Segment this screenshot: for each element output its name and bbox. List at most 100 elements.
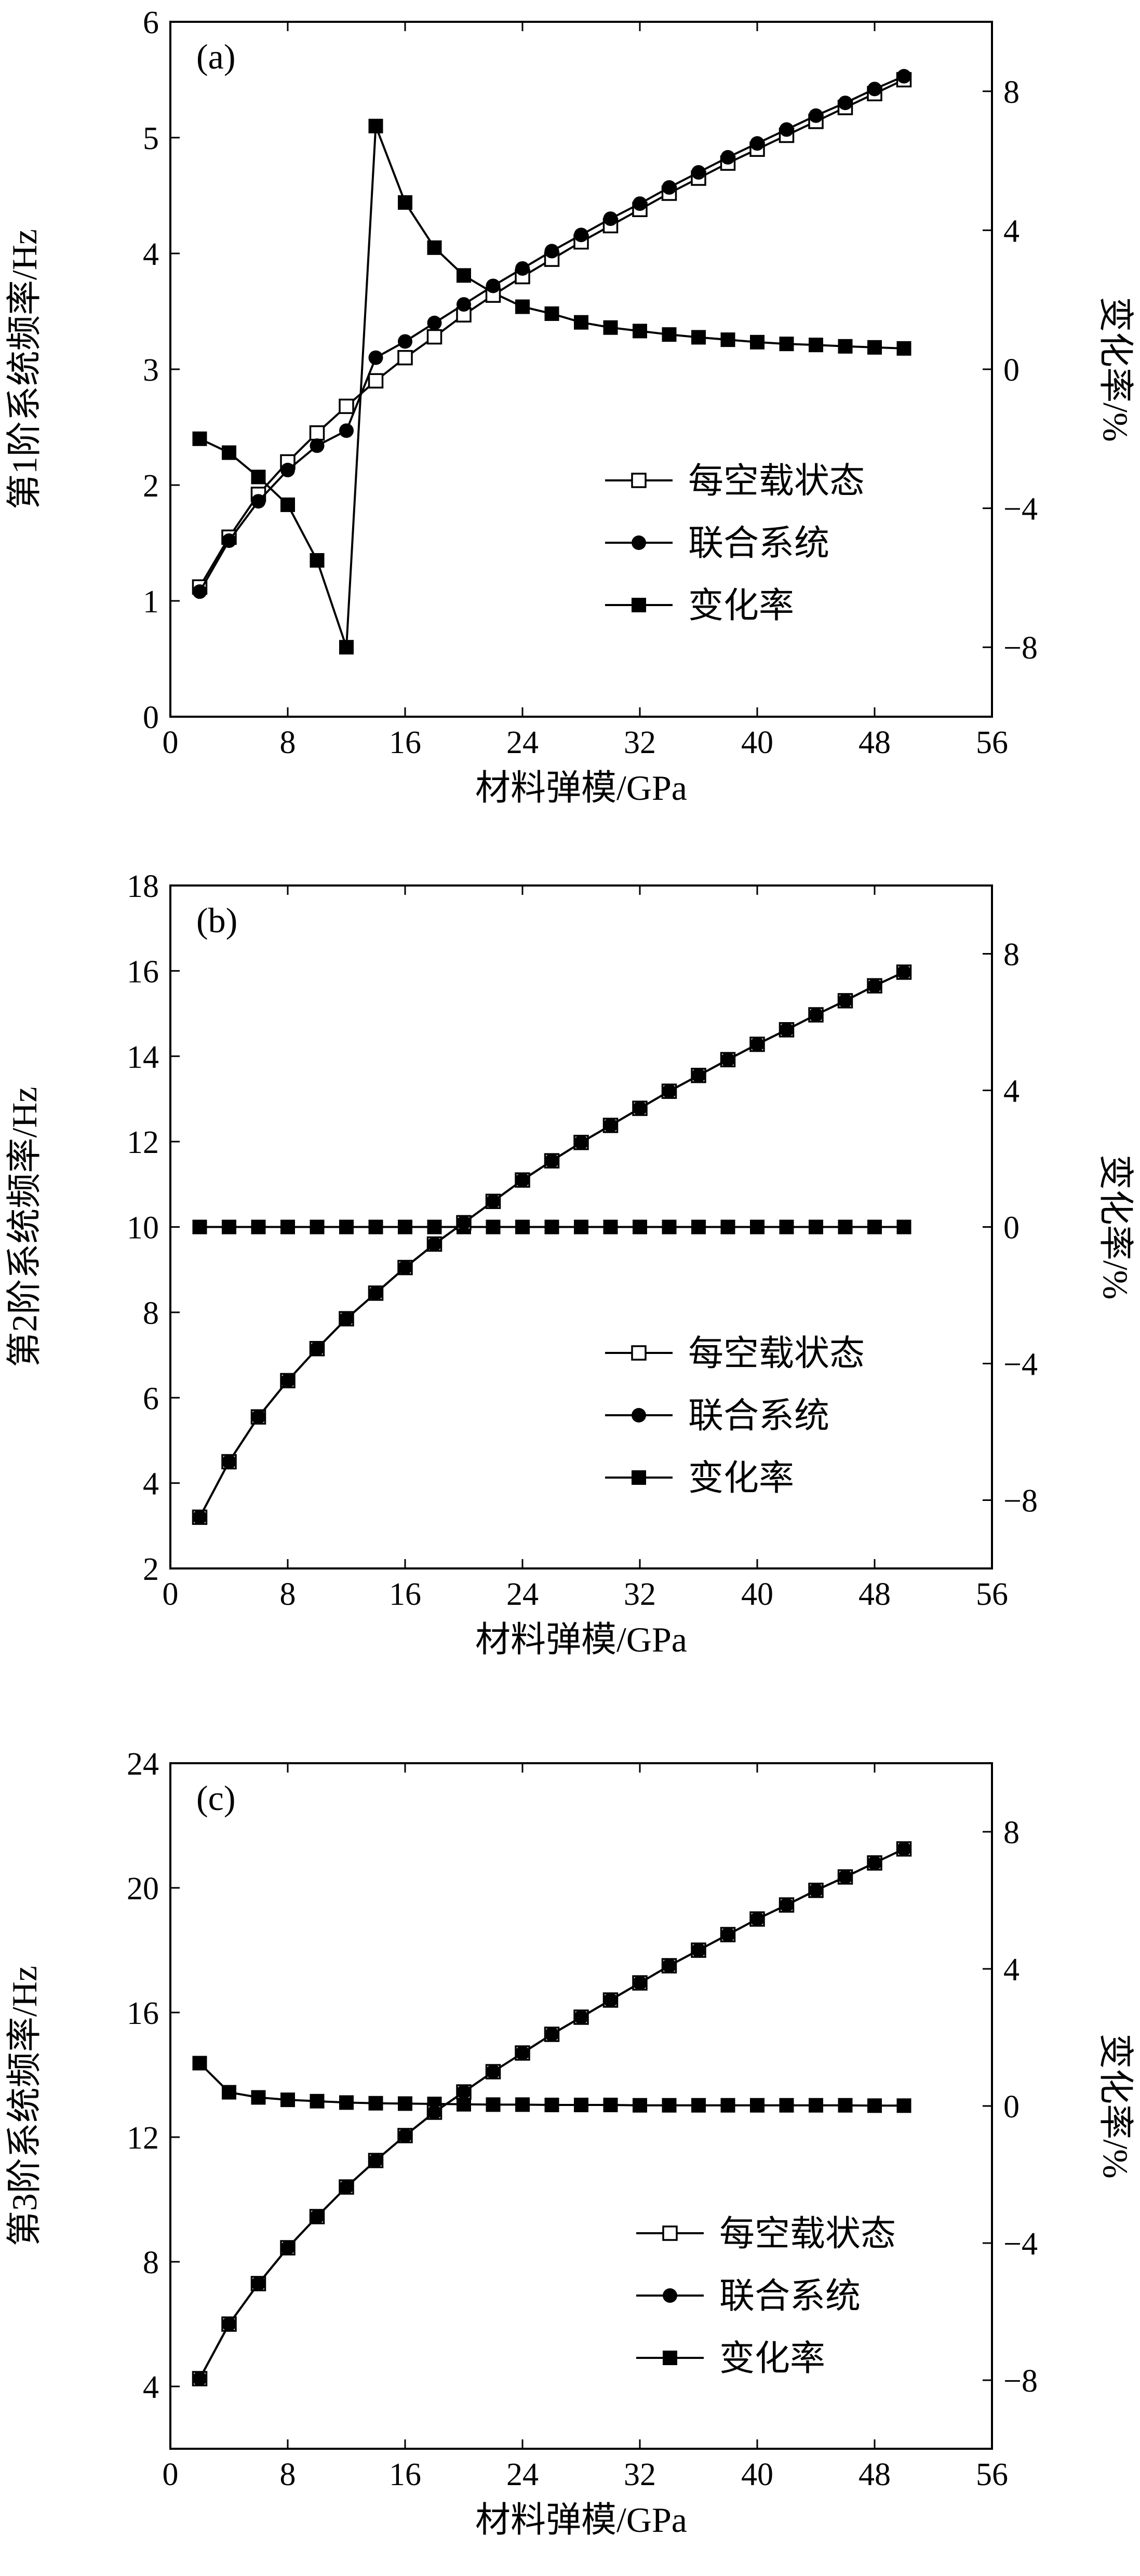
data-point-square <box>222 1219 236 1235</box>
data-point-circle <box>427 2105 442 2119</box>
legend-marker-square <box>632 598 646 612</box>
y2-tick-label: 0 <box>1003 2089 1020 2125</box>
data-point-circle <box>720 1927 735 1942</box>
series-line <box>198 75 905 593</box>
y-tick-label: 4 <box>143 2370 159 2405</box>
data-point-square <box>779 1219 794 1235</box>
data-point-square <box>720 332 735 347</box>
data-point-circle <box>368 350 383 365</box>
x-axis-label: 材料弹模/GPa <box>475 768 687 808</box>
y2-tick-label: 0 <box>1003 353 1020 388</box>
legend-label: 每空载状态 <box>688 461 865 501</box>
data-point-circle <box>750 1037 765 1052</box>
data-point-square <box>779 2098 794 2113</box>
data-point-square <box>544 2098 559 2113</box>
x-tick-label: 24 <box>506 1577 539 1612</box>
data-point-square <box>310 553 325 568</box>
legend-label: 变化率 <box>719 2339 825 2378</box>
data-point-circle <box>339 423 354 438</box>
data-point-circle <box>427 1237 442 1252</box>
series-0 <box>192 964 912 1525</box>
legend-label: 每空载状态 <box>688 1334 865 1373</box>
data-point-circle <box>867 82 882 97</box>
data-point-circle <box>251 1410 266 1425</box>
data-point-circle <box>838 96 853 111</box>
data-point-circle <box>457 297 471 312</box>
data-point-circle <box>603 1993 618 2007</box>
data-point-circle <box>633 1976 647 1990</box>
data-point-open-square <box>397 350 413 366</box>
data-point-square <box>867 1219 882 1235</box>
y2-axis-label: 变化率/% <box>1096 297 1135 442</box>
series-1 <box>192 69 911 599</box>
data-point-square <box>251 469 266 485</box>
data-point-square <box>398 2096 412 2111</box>
y-tick-label: 16 <box>127 1996 159 2031</box>
x-tick-label: 24 <box>506 725 539 760</box>
series-0 <box>192 72 912 595</box>
panel-label: (c) <box>196 1778 235 1818</box>
x-tick-label: 8 <box>280 2457 296 2492</box>
data-point-circle <box>603 211 618 226</box>
data-point-square <box>427 1219 442 1235</box>
data-point-square <box>544 306 559 321</box>
y2-tick-label: 0 <box>1003 1211 1020 1246</box>
data-point-square <box>720 2098 735 2113</box>
data-point-circle <box>896 69 911 84</box>
data-point-square <box>603 1219 618 1235</box>
y2-tick-label: 4 <box>1003 1952 1020 1988</box>
data-point-circle <box>398 1260 412 1275</box>
y2-tick-label: −8 <box>1003 2364 1038 2399</box>
series-2 <box>192 118 911 655</box>
x-tick-label: 0 <box>163 1577 179 1612</box>
plot-frame <box>169 21 993 718</box>
x-tick-label: 48 <box>859 1577 891 1612</box>
x-tick-label: 32 <box>624 1577 656 1612</box>
data-point-circle <box>896 1842 911 1856</box>
data-point-square <box>192 431 207 446</box>
data-point-square <box>691 2098 706 2113</box>
y2-tick-label: 8 <box>1003 937 1020 973</box>
x-tick-label: 8 <box>280 1577 296 1612</box>
data-point-circle <box>280 463 295 478</box>
data-point-square <box>310 2094 325 2109</box>
data-point-square <box>867 2098 882 2113</box>
legend-marker-circle <box>663 2288 677 2303</box>
data-point-square <box>750 2098 765 2113</box>
y-tick-label: 8 <box>143 2245 159 2280</box>
data-point-square <box>398 195 412 210</box>
y-tick-label: 8 <box>143 1296 159 1331</box>
data-point-square <box>603 2098 618 2113</box>
y-tick-label: 4 <box>143 1467 159 1502</box>
y2-tick-label: 8 <box>1003 75 1020 110</box>
data-point-circle <box>603 1118 618 1133</box>
data-point-circle <box>662 1084 677 1099</box>
series-2 <box>192 1219 911 1235</box>
data-point-square <box>544 1219 559 1235</box>
chart-panel-c: 0 8 16 24 32 40 48 564812162024−8−4048材料弹模/GPa第… <box>5 1747 1135 2540</box>
legend-marker-square <box>632 1470 646 1485</box>
data-point-circle <box>222 2317 236 2331</box>
x-tick-label: 24 <box>506 2457 539 2492</box>
data-point-square <box>486 2097 501 2112</box>
data-point-circle <box>838 1870 853 1884</box>
series-1 <box>192 964 911 1525</box>
data-point-circle <box>368 2153 383 2168</box>
x-tick-label: 40 <box>741 2457 773 2492</box>
data-point-square <box>691 1219 706 1235</box>
y-tick-label: 6 <box>143 5 159 41</box>
y2-tick-label: −8 <box>1003 1484 1038 1519</box>
y-tick-label: 10 <box>127 1211 159 1246</box>
x-tick-label: 48 <box>859 725 891 760</box>
data-point-square <box>398 1219 412 1235</box>
data-point-open-square <box>426 329 442 345</box>
panel-label: (a) <box>196 37 235 76</box>
data-point-circle <box>779 122 794 137</box>
data-point-square <box>633 2098 647 2113</box>
data-point-circle <box>779 1898 794 1912</box>
data-point-circle <box>896 964 911 980</box>
data-point-circle <box>867 1856 882 1870</box>
data-point-square <box>691 330 706 345</box>
data-point-square <box>222 445 236 460</box>
